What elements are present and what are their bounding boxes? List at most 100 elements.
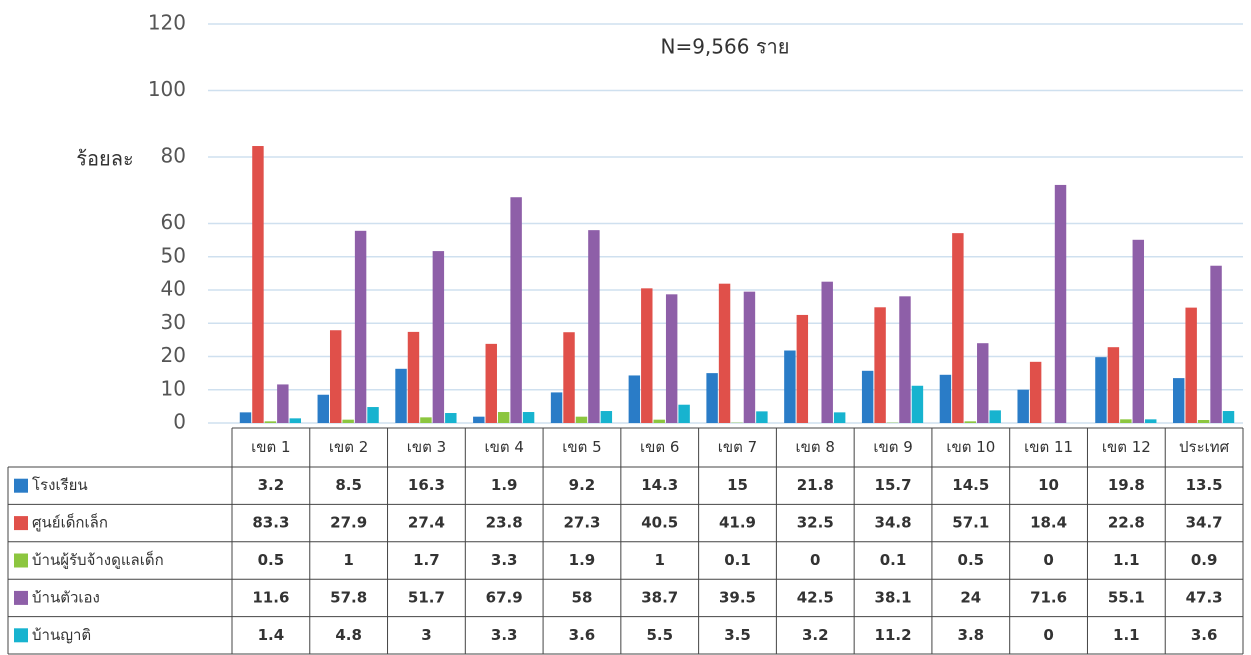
table-cell: 13.5 (1186, 476, 1223, 494)
column-header: เขต 12 (1102, 438, 1151, 456)
table-cell: 15.7 (875, 476, 912, 494)
table-cell: 15 (727, 476, 748, 494)
bar (911, 385, 924, 423)
legend-label: ศูนย์เด็กเล็ก (32, 513, 108, 532)
legend-swatch (14, 478, 28, 493)
bar (1210, 265, 1222, 423)
table-cell: 3.8 (958, 626, 985, 644)
table-cell: 18.4 (1030, 514, 1067, 532)
legend-swatch (14, 516, 28, 531)
table-cell: 51.7 (408, 588, 445, 606)
table-cell: 0.1 (880, 551, 907, 569)
table-cell: 0.1 (724, 551, 751, 569)
bar (899, 296, 911, 423)
table-cell: 27.4 (408, 514, 445, 532)
bar (641, 288, 653, 423)
table-cell: 3.6 (569, 626, 596, 644)
table-cell: 41.9 (719, 514, 756, 532)
table-cell: 34.7 (1186, 514, 1223, 532)
table-cell: 24 (960, 588, 981, 606)
table-cell: 0 (1043, 551, 1053, 569)
column-header: เขต 11 (1024, 438, 1073, 456)
y-tick-label: 30 (161, 310, 186, 334)
bar (718, 283, 731, 423)
bar (653, 419, 665, 423)
table-cell: 1.1 (1113, 626, 1140, 644)
bar (833, 412, 846, 423)
table-cell: 10 (1038, 476, 1059, 494)
table-cell: 71.6 (1030, 588, 1067, 606)
legend-swatch (14, 553, 28, 568)
table-cell: 3.5 (724, 626, 751, 644)
y-tick-label: 80 (161, 144, 186, 168)
column-header: เขต 3 (407, 438, 446, 456)
bar (1222, 411, 1235, 423)
bar (977, 343, 989, 423)
table-cell: 38.1 (875, 588, 912, 606)
bar (264, 421, 277, 423)
bar (743, 291, 756, 423)
table-cell: 1.4 (258, 626, 285, 644)
table-cell: 3.3 (491, 551, 518, 569)
column-header: เขต 5 (562, 438, 601, 456)
table-cell: 38.7 (641, 588, 678, 606)
column-header: เขต 9 (873, 438, 912, 456)
bar (861, 370, 874, 423)
table-cell: 0.5 (958, 551, 985, 569)
bar (407, 331, 420, 423)
table-cell: 5.5 (646, 626, 673, 644)
table-cell: 1.7 (413, 551, 440, 569)
bar (678, 404, 690, 423)
column-header: ประเทศ (1179, 438, 1230, 456)
table-cell: 4.8 (335, 626, 362, 644)
bar (1095, 357, 1107, 423)
bar (784, 350, 796, 423)
table-cell: 1.9 (491, 476, 518, 494)
bar (445, 413, 457, 423)
bar (329, 330, 342, 423)
bar (964, 421, 977, 423)
bar (522, 412, 535, 423)
bar (989, 410, 1001, 423)
bar (952, 233, 964, 423)
table-cell: 27.3 (563, 514, 600, 532)
table-cell: 23.8 (486, 514, 523, 532)
column-header: เขต 10 (946, 438, 995, 456)
bar (367, 407, 379, 423)
table-cell: 40.5 (641, 514, 678, 532)
y-tick-label: 20 (161, 343, 186, 367)
table-cell: 42.5 (797, 588, 834, 606)
bar (1017, 389, 1029, 423)
bar (497, 412, 510, 423)
table-cell: 57.8 (330, 588, 367, 606)
bar (1029, 361, 1042, 423)
table-cell: 3 (421, 626, 431, 644)
bar (588, 230, 600, 423)
table-cell: 27.9 (330, 514, 367, 532)
bar (1054, 184, 1067, 423)
bar (563, 332, 575, 423)
table-cell: 83.3 (252, 514, 289, 532)
table-cell: 1 (343, 551, 353, 569)
bar (342, 419, 354, 423)
table-cell: 0.9 (1191, 551, 1218, 569)
column-header: เขต 4 (484, 438, 523, 456)
table-cell: 3.3 (491, 626, 518, 644)
y-tick-label: 0 (173, 410, 186, 434)
y-axis-label: ร้อยละ (76, 147, 133, 171)
table-cell: 3.2 (258, 476, 285, 494)
table-cell: 34.8 (875, 514, 912, 532)
legend-swatch (14, 590, 28, 605)
y-tick-label: 40 (161, 277, 186, 301)
bar (1173, 378, 1185, 423)
table-cell: 58 (572, 588, 593, 606)
table-cell: 9.2 (569, 476, 596, 494)
column-header: เขต 8 (796, 438, 835, 456)
table-cell: 21.8 (797, 476, 834, 494)
table-cell: 22.8 (1108, 514, 1145, 532)
legend-label: บ้านตัวเอง (32, 588, 100, 606)
table-cell: 55.1 (1108, 588, 1145, 606)
table-cell: 19.8 (1108, 476, 1145, 494)
bar (628, 375, 641, 423)
bar (821, 281, 833, 423)
